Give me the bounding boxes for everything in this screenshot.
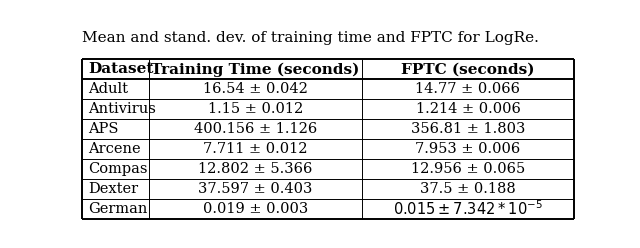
Text: 16.54 ± 0.042: 16.54 ± 0.042 <box>203 82 308 96</box>
Text: 12.956 ± 0.065: 12.956 ± 0.065 <box>411 162 525 176</box>
Text: Compas: Compas <box>88 162 148 176</box>
Text: Mean and stand. dev. of training time and FPTC for LogRe.: Mean and stand. dev. of training time an… <box>83 31 540 45</box>
Text: 7.711 ± 0.012: 7.711 ± 0.012 <box>204 142 308 156</box>
Text: Dataset: Dataset <box>88 62 154 76</box>
Text: 356.81 ± 1.803: 356.81 ± 1.803 <box>411 122 525 136</box>
Text: Antivirus: Antivirus <box>88 102 156 116</box>
Text: FPTC (seconds): FPTC (seconds) <box>401 62 534 76</box>
Text: German: German <box>88 202 148 216</box>
Text: $0.015 \pm 7.342 * 10^{-5}$: $0.015 \pm 7.342 * 10^{-5}$ <box>393 199 543 218</box>
Text: 1.15 ± 0.012: 1.15 ± 0.012 <box>208 102 303 116</box>
Text: Training Time (seconds): Training Time (seconds) <box>152 62 360 77</box>
Text: 12.802 ± 5.366: 12.802 ± 5.366 <box>198 162 313 176</box>
Text: 7.953 ± 0.006: 7.953 ± 0.006 <box>415 142 520 156</box>
Text: 0.019 ± 0.003: 0.019 ± 0.003 <box>203 202 308 216</box>
Text: 1.214 ± 0.006: 1.214 ± 0.006 <box>415 102 520 116</box>
Text: 400.156 ± 1.126: 400.156 ± 1.126 <box>194 122 317 136</box>
Text: APS: APS <box>88 122 119 136</box>
Text: Adult: Adult <box>88 82 129 96</box>
Text: 14.77 ± 0.066: 14.77 ± 0.066 <box>415 82 520 96</box>
Text: Arcene: Arcene <box>88 142 141 156</box>
Text: 37.5 ± 0.188: 37.5 ± 0.188 <box>420 182 516 196</box>
Text: Dexter: Dexter <box>88 182 138 196</box>
Text: 37.597 ± 0.403: 37.597 ± 0.403 <box>198 182 313 196</box>
